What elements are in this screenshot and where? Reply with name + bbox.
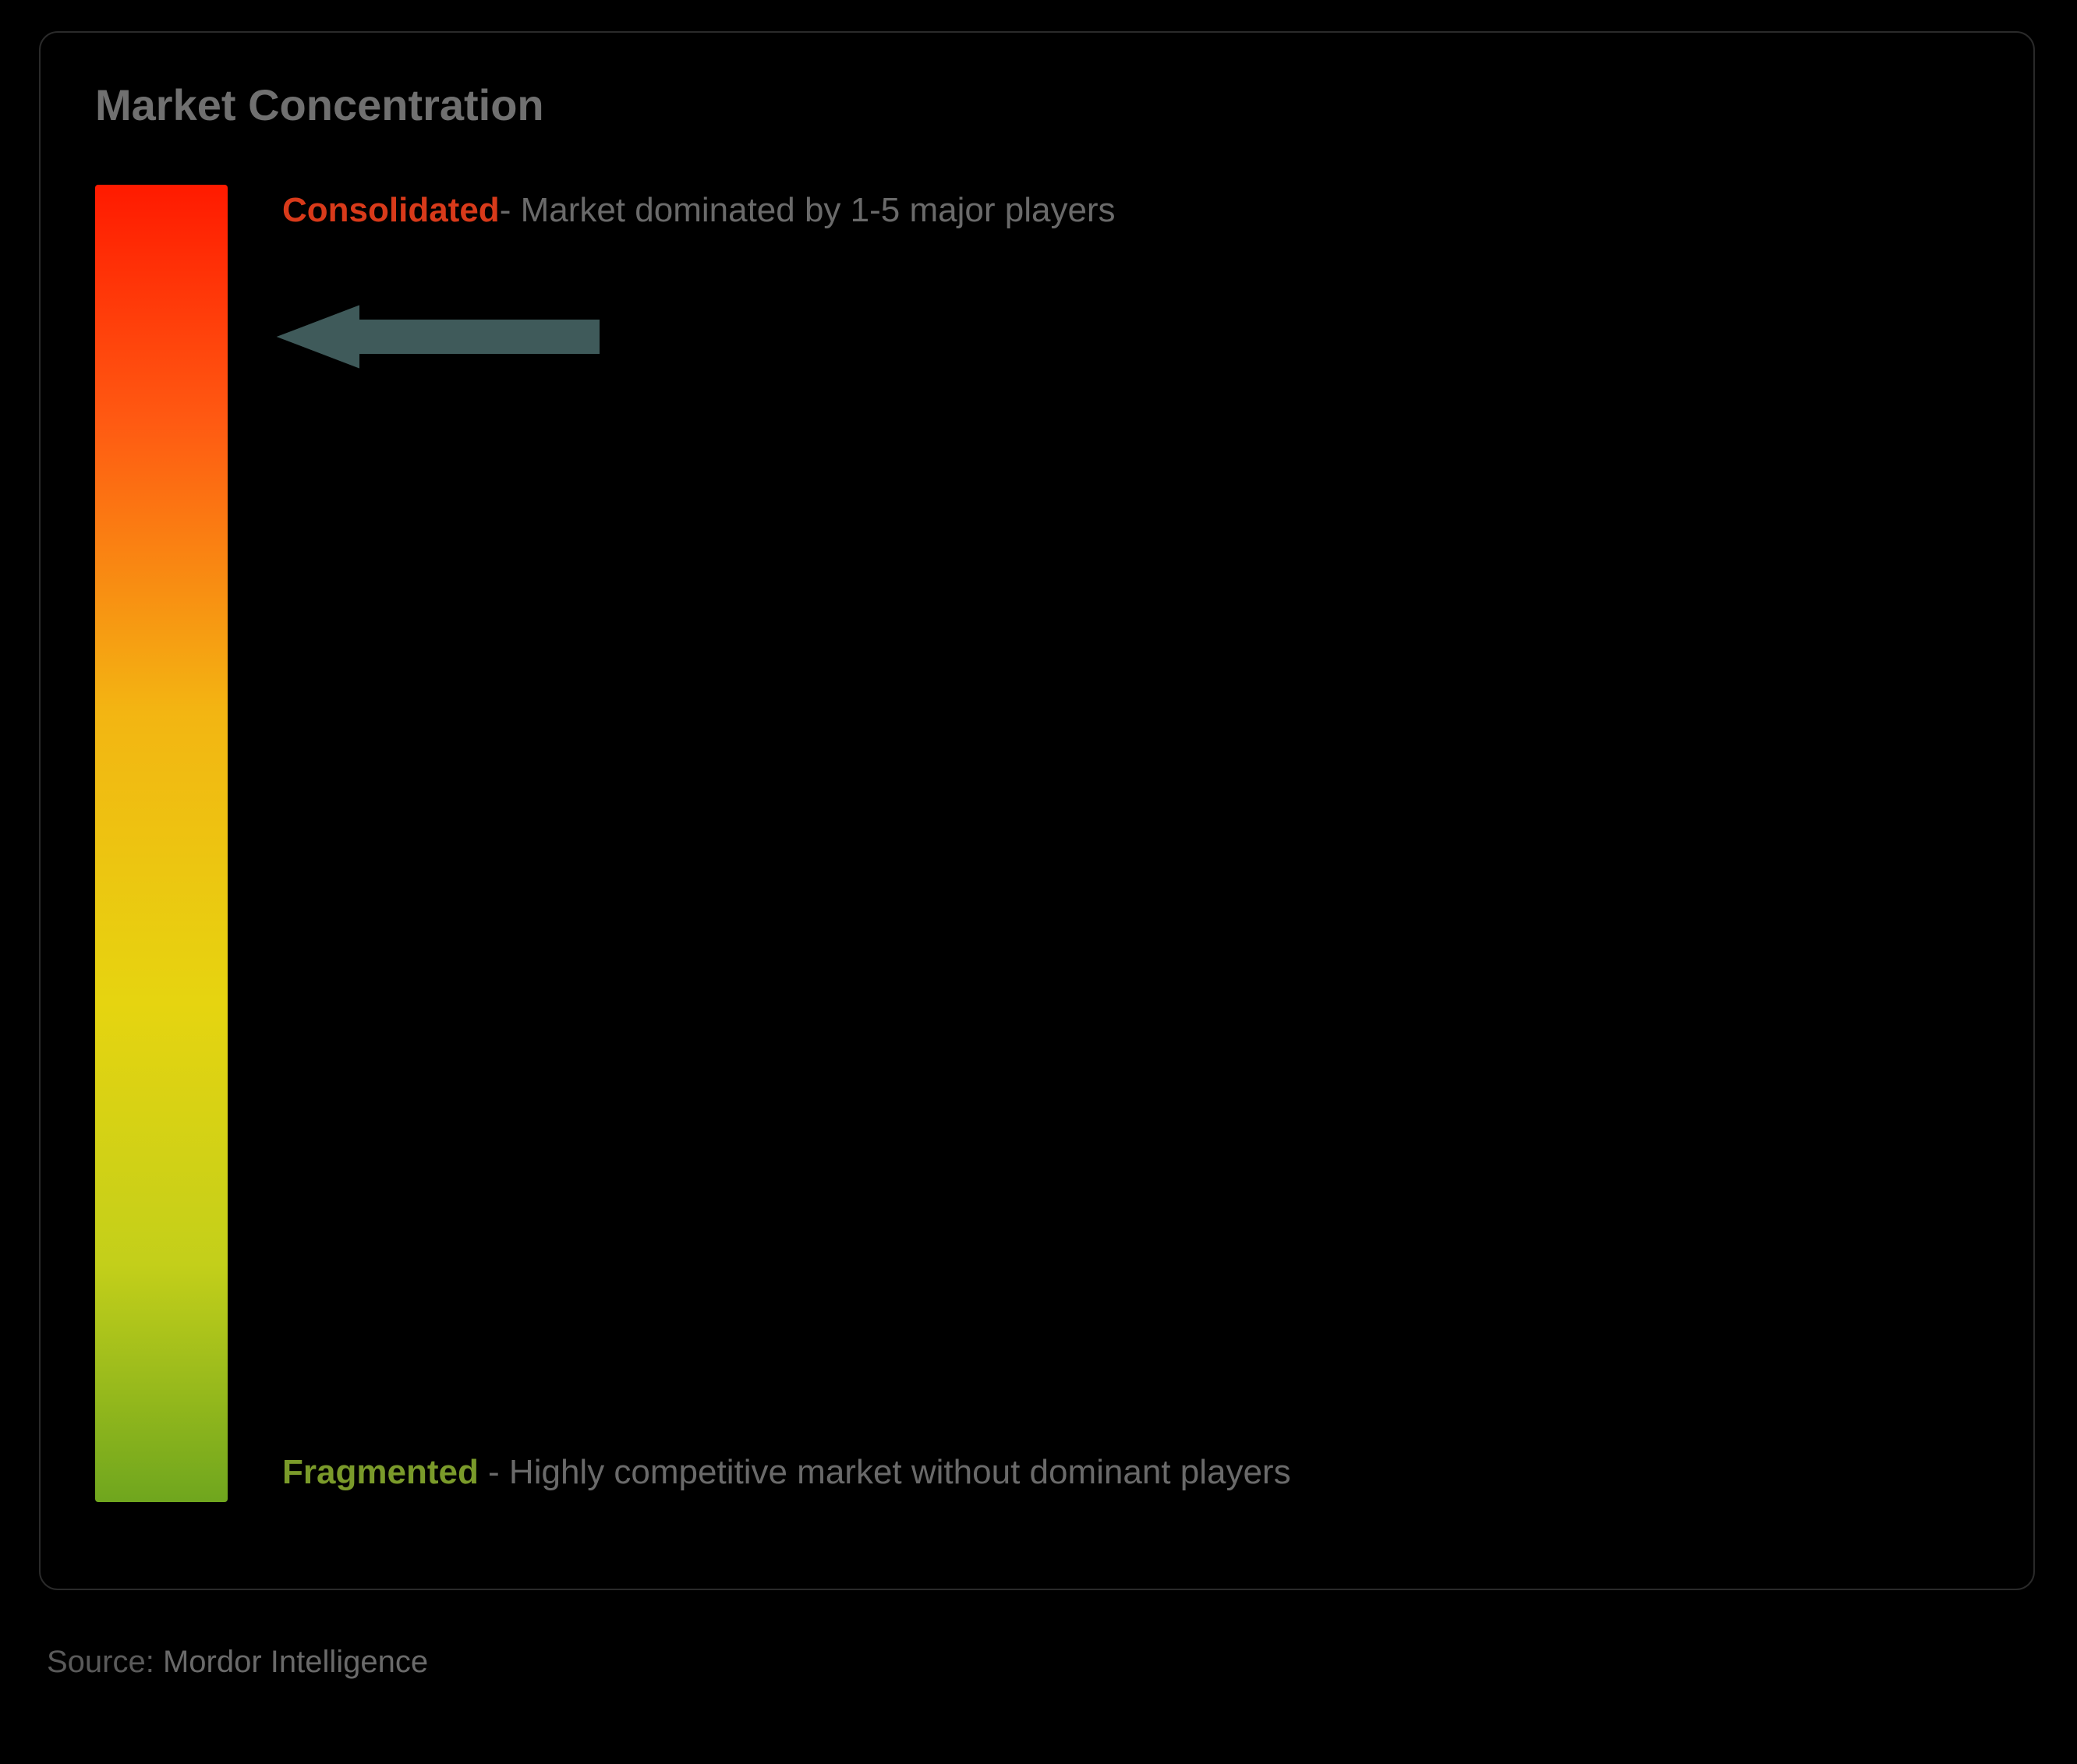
fragmented-label: Fragmented - Highly competitive market w… — [282, 1444, 1885, 1502]
labels-column: Consolidated- Market dominated by 1-5 ma… — [282, 185, 1979, 1502]
chart-card: Market Concentration Consolidated- Marke… — [39, 31, 2035, 1590]
source-name: Mordor Intelligence — [163, 1645, 428, 1679]
consolidated-label: Consolidated- Market dominated by 1-5 ma… — [282, 185, 1948, 236]
arrow-left-icon — [274, 302, 602, 372]
consolidated-desc: - Market dominated by 1-5 major players — [500, 191, 1116, 229]
indicator-arrow — [274, 302, 602, 372]
source-label: Source: — [47, 1645, 163, 1679]
source-attribution: Source: Mordor Intelligence — [47, 1645, 428, 1680]
concentration-gradient-bar — [95, 185, 228, 1502]
chart-title: Market Concentration — [95, 80, 1979, 130]
chart-body: Consolidated- Market dominated by 1-5 ma… — [95, 185, 1979, 1502]
fragmented-key: Fragmented — [282, 1453, 479, 1491]
consolidated-key: Consolidated — [282, 191, 500, 229]
fragmented-desc: - Highly competitive market without domi… — [479, 1453, 1291, 1491]
